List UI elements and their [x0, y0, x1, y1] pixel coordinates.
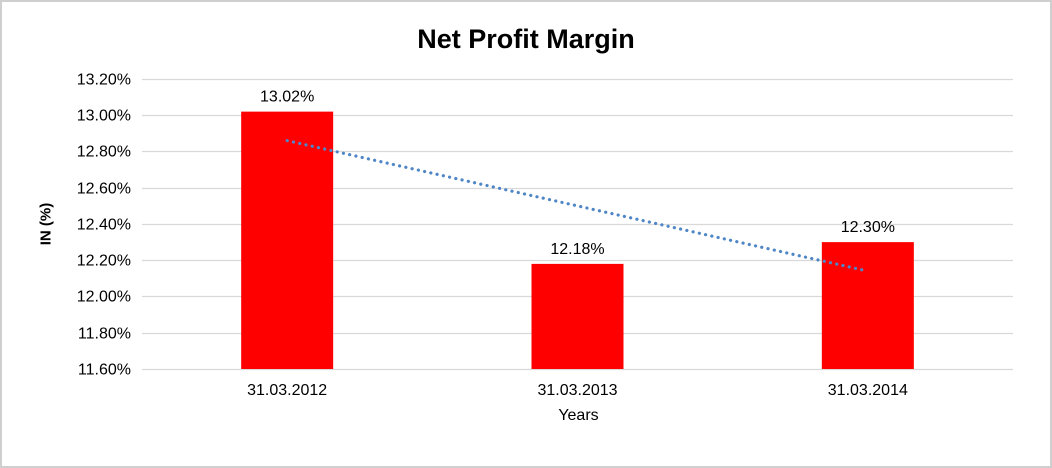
y-tick-label: 11.60% — [78, 362, 131, 379]
y-tick-label: 12.40% — [77, 217, 131, 234]
x-axis-title: Years — [558, 407, 599, 424]
y-tick-label: 12.60% — [77, 181, 131, 198]
x-tick-label: 31.03.2013 — [537, 382, 617, 399]
bar-value-label: 13.02% — [260, 89, 314, 106]
y-tick-label: 13.00% — [77, 108, 131, 125]
y-tick-label: 12.20% — [77, 253, 131, 270]
bar-value-label: 12.18% — [550, 241, 604, 258]
bar-value-label: 12.30% — [841, 219, 895, 236]
bar-31.03.2014 — [821, 242, 914, 369]
y-tick-label: 11.80% — [78, 326, 131, 343]
y-tick-label: 12.00% — [77, 289, 131, 306]
bar-31.03.2013 — [531, 263, 624, 369]
bar-31.03.2012 — [241, 111, 334, 369]
x-tick-label: 31.03.2012 — [247, 382, 327, 399]
x-tick-label: 31.03.2014 — [828, 382, 908, 399]
y-tick-label: 12.80% — [77, 144, 131, 161]
y-tick-label: 13.20% — [77, 72, 131, 89]
chart-title: Net Profit Margin — [417, 24, 635, 54]
